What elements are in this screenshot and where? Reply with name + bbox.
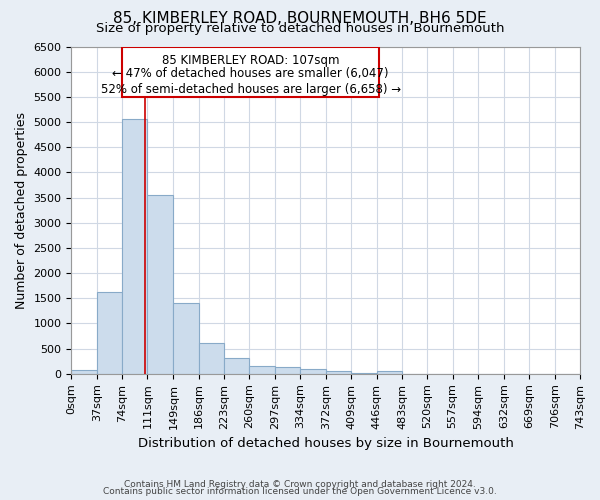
Bar <box>352 372 377 374</box>
Bar <box>122 119 148 374</box>
Bar <box>71 370 97 374</box>
Bar <box>300 369 326 374</box>
Text: 85 KIMBERLEY ROAD: 107sqm: 85 KIMBERLEY ROAD: 107sqm <box>162 54 340 67</box>
Text: Size of property relative to detached houses in Bournemouth: Size of property relative to detached ho… <box>96 22 504 35</box>
Text: 85, KIMBERLEY ROAD, BOURNEMOUTH, BH6 5DE: 85, KIMBERLEY ROAD, BOURNEMOUTH, BH6 5DE <box>113 11 487 26</box>
Bar <box>250 366 275 374</box>
Bar <box>199 343 224 374</box>
Y-axis label: Number of detached properties: Number of detached properties <box>15 112 28 308</box>
Bar <box>377 371 402 374</box>
X-axis label: Distribution of detached houses by size in Bournemouth: Distribution of detached houses by size … <box>138 437 514 450</box>
Bar <box>148 194 173 374</box>
Bar <box>122 46 379 97</box>
Bar <box>275 366 300 374</box>
Text: Contains public sector information licensed under the Open Government Licence v3: Contains public sector information licen… <box>103 487 497 496</box>
Text: ← 47% of detached houses are smaller (6,047): ← 47% of detached houses are smaller (6,… <box>112 66 389 80</box>
Text: Contains HM Land Registry data © Crown copyright and database right 2024.: Contains HM Land Registry data © Crown c… <box>124 480 476 489</box>
Bar <box>224 358 250 374</box>
Text: 52% of semi-detached houses are larger (6,658) →: 52% of semi-detached houses are larger (… <box>101 83 401 96</box>
Bar <box>326 372 352 374</box>
Bar <box>97 292 122 374</box>
Bar <box>173 304 199 374</box>
